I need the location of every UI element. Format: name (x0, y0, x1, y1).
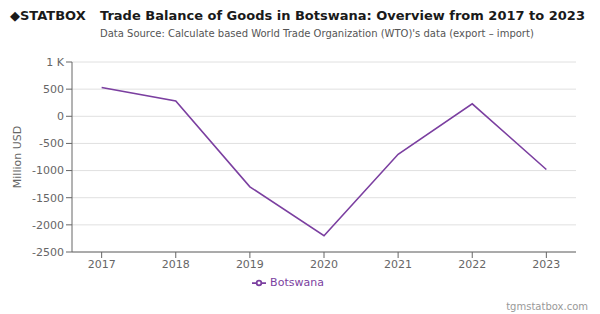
svg-text:2019: 2019 (236, 258, 264, 271)
svg-text:-1500: -1500 (32, 192, 64, 205)
html-text:Trade Balance of Goods in Bots: Trade Balance of Goods in Botswana: Over… (100, 8, 585, 23)
svg-text:Million USD: Million USD (11, 126, 24, 188)
svg-text:2023: 2023 (532, 258, 560, 271)
svg-text:2017: 2017 (88, 258, 116, 271)
svg-text:2018: 2018 (162, 258, 190, 271)
svg-text:2021: 2021 (384, 258, 412, 271)
svg-text:-2000: -2000 (32, 219, 64, 232)
html-text:Botswana: Botswana (270, 276, 324, 289)
svg-text:500: 500 (43, 83, 64, 96)
svg-text:-1000: -1000 (32, 164, 64, 177)
html-text:◆STAT BOX: ◆STAT BOX (10, 8, 86, 23)
html-text:Data Source: Calculate based W: Data Source: Calculate based World Trade… (100, 28, 534, 39)
svg-text:1 K: 1 K (46, 56, 64, 69)
svg-text:2022: 2022 (458, 258, 486, 271)
svg-text:0: 0 (57, 110, 64, 123)
svg-text:-500: -500 (39, 137, 64, 150)
svg-text:2020: 2020 (310, 258, 338, 271)
svg-text:-2500: -2500 (32, 246, 64, 259)
html-text:tgmstatbox.com: tgmstatbox.com (506, 301, 588, 312)
